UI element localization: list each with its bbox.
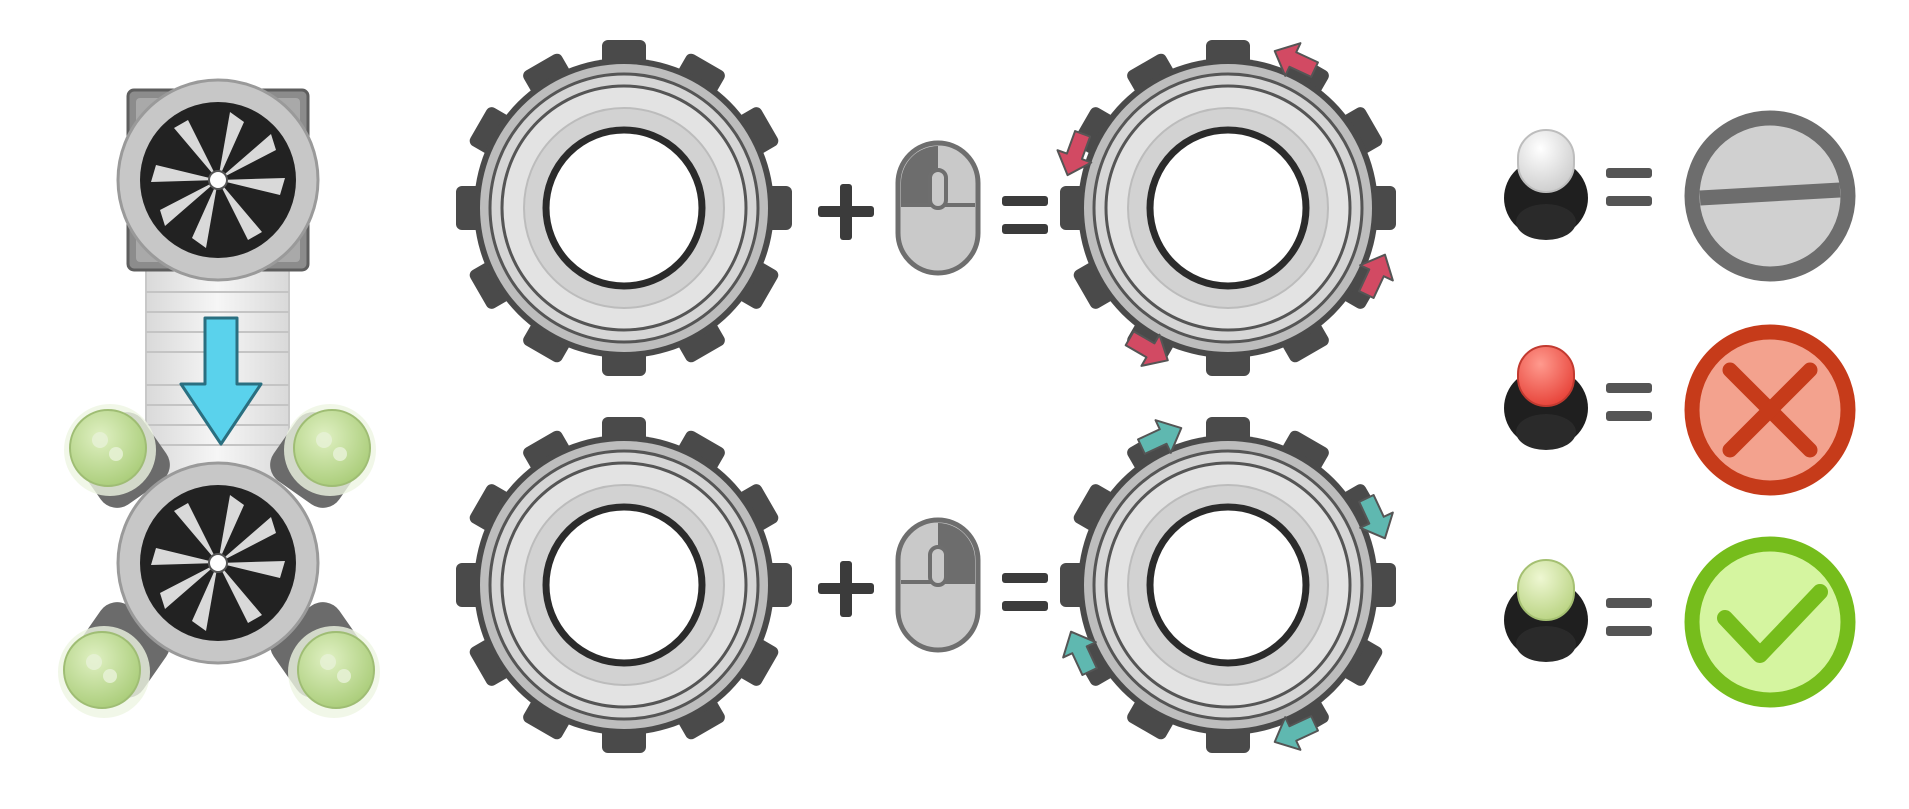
rotate-counterclockwise-arrow-icon bbox=[1124, 330, 1169, 367]
sample-tubes bbox=[58, 404, 380, 718]
mouse-left-button-icon bbox=[895, 140, 981, 276]
rotate-clockwise-arrow-icon bbox=[1137, 419, 1183, 455]
rotate-counterclockwise-arrow-icon bbox=[1358, 253, 1394, 299]
plus-icon bbox=[818, 561, 874, 617]
led-green-icon bbox=[1504, 559, 1588, 662]
rotate-counterclockwise-arrow-icon bbox=[1273, 42, 1319, 78]
error-status-icon bbox=[1684, 324, 1856, 496]
led-red-icon bbox=[1504, 345, 1588, 450]
equals-icon bbox=[1002, 196, 1048, 234]
rotor-module-icon bbox=[116, 78, 320, 282]
legend-row-error bbox=[1504, 324, 1856, 496]
tube-icon bbox=[270, 602, 380, 718]
gears-layer bbox=[456, 40, 1396, 753]
rotate-clockwise-arrow-icon bbox=[1062, 630, 1098, 676]
gear-icon bbox=[456, 417, 792, 753]
mouse-right-button-icon bbox=[895, 517, 981, 653]
device-illustration bbox=[58, 78, 380, 718]
equals-icon bbox=[1606, 383, 1652, 421]
neutral-status-icon bbox=[1684, 110, 1856, 282]
legend-row-ok bbox=[1504, 536, 1856, 708]
equals-icon bbox=[1002, 573, 1048, 611]
plate-stack bbox=[145, 269, 290, 481]
rotate-clockwise-arrow-icon bbox=[1273, 715, 1319, 751]
equation-row-1 bbox=[818, 140, 1048, 276]
ok-status-icon bbox=[1684, 536, 1856, 708]
tube-icon bbox=[64, 404, 170, 508]
gear-rotate-clockwise-icon bbox=[1060, 417, 1396, 753]
gear-rotate-counterclockwise-icon bbox=[1056, 40, 1396, 376]
equals-icon bbox=[1606, 168, 1652, 206]
status-legend bbox=[1504, 110, 1856, 708]
rotate-clockwise-arrow-icon bbox=[1358, 494, 1394, 540]
equals-icon bbox=[1606, 598, 1652, 636]
legend-row-neutral bbox=[1504, 110, 1856, 282]
plus-icon bbox=[818, 184, 874, 240]
equation-row-2 bbox=[818, 517, 1048, 653]
rotor-with-tubes-icon bbox=[116, 461, 320, 665]
insert-down-arrow-icon bbox=[179, 316, 263, 446]
tube-icon bbox=[58, 602, 170, 718]
led-off-icon bbox=[1504, 129, 1588, 240]
gear-icon bbox=[456, 40, 792, 376]
tube-icon bbox=[270, 404, 376, 508]
rotate-counterclockwise-arrow-icon bbox=[1056, 130, 1093, 177]
